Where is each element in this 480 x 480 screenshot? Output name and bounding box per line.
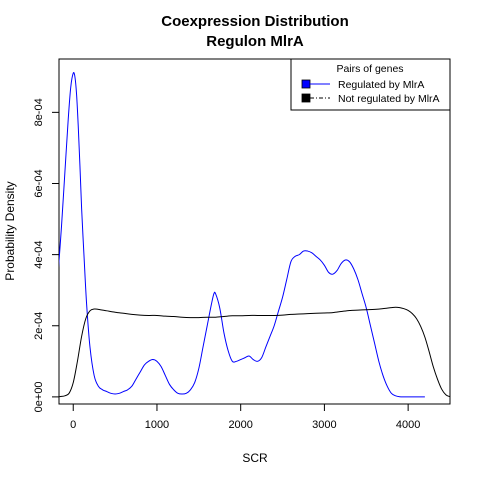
y-axis-label: Probability Density — [3, 181, 17, 280]
y-tick-label: 8e-04 — [33, 98, 45, 126]
legend-label-not-regulated: Not regulated by MlrA — [338, 93, 440, 105]
x-axis: 0 1000 2000 3000 4000 — [70, 404, 420, 431]
legend-title: Pairs of genes — [336, 63, 403, 75]
x-tick-label: 4000 — [396, 419, 420, 431]
legend-label-regulated: Regulated by MlrA — [338, 79, 424, 91]
x-axis-label: SCR — [242, 451, 268, 465]
x-tick-label: 1000 — [145, 419, 169, 431]
y-tick-label: 2e-04 — [33, 312, 45, 340]
plot-frame — [58, 58, 451, 405]
legend: Pairs of genes Regulated by MlrA Not reg… — [290, 58, 451, 111]
y-tick-label: 0e+00 — [33, 381, 45, 412]
x-tick-label: 2000 — [228, 419, 252, 431]
legend-box — [290, 58, 451, 111]
series-layer — [59, 72, 450, 398]
series-line-not-regulated — [59, 306, 450, 398]
legend-swatch-regulated — [301, 79, 311, 89]
chart-subtitle: Regulon MlrA — [206, 33, 304, 50]
y-axis: 0e+00 2e-04 4e-04 6e-04 8e-04 — [33, 98, 59, 412]
y-tick-label: 4e-04 — [33, 241, 45, 269]
series-line-regulated — [59, 72, 425, 398]
y-tick-label: 6e-04 — [33, 169, 45, 197]
chart-title: Coexpression Distribution — [161, 13, 349, 30]
x-tick-label: 3000 — [312, 419, 336, 431]
x-tick-label: 0 — [70, 419, 76, 431]
legend-swatch-not-regulated — [301, 93, 311, 103]
